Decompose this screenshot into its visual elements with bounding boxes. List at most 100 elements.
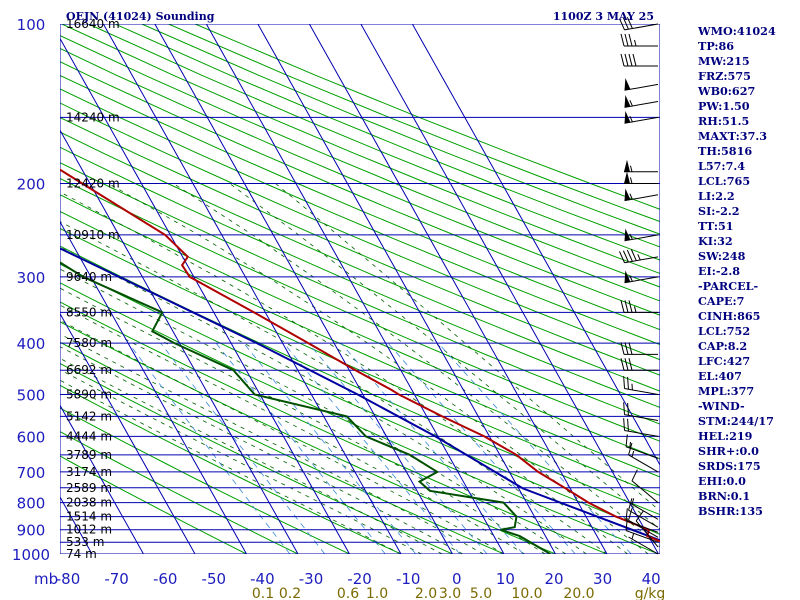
index-row: TT:51 [698, 219, 734, 233]
mixing-ratio-label: 2.0 [415, 586, 437, 600]
index-row: LCL:752 [698, 324, 751, 338]
wind-barb [624, 270, 659, 284]
pressure-label: 100 [17, 16, 46, 34]
index-row: MW:215 [698, 54, 750, 68]
temperature-tick-label: -20 [347, 570, 372, 588]
index-row: HEL:219 [698, 429, 753, 443]
wind-barb [623, 402, 659, 422]
temperature-tick-label: 40 [642, 570, 661, 588]
isotherm [60, 312, 196, 554]
wind-barb [620, 342, 658, 355]
index-row: SI:-2.2 [698, 204, 740, 218]
index-row: -PARCEL- [698, 279, 759, 293]
dry-adiabat [60, 74, 660, 331]
isotherm [60, 129, 299, 554]
moist-adiabat [60, 191, 628, 554]
moist-adiabat [60, 221, 608, 554]
wind-barb [624, 171, 658, 185]
wind-barb [625, 434, 659, 459]
height-label: 12420 m [66, 177, 120, 191]
wind-barb [620, 53, 658, 67]
mixing-ratio-label: 3.0 [439, 586, 461, 600]
height-label: 16640 m [66, 17, 120, 31]
index-row: EL:407 [698, 369, 742, 383]
isotherm [411, 24, 660, 466]
wind-barb [624, 228, 659, 242]
isotherm [308, 24, 608, 554]
index-row: PW:1.50 [698, 99, 750, 113]
height-label: 533 m [66, 535, 104, 549]
index-row: EHI:0.0 [698, 474, 746, 488]
index-row: CAPE:7 [698, 294, 745, 308]
index-row: KI:32 [698, 234, 733, 248]
temperature-tick-label: -40 [250, 570, 275, 588]
pressure-label: 600 [17, 428, 46, 446]
wind-barb [625, 518, 659, 543]
isotherm [154, 24, 453, 554]
temperature-tick-label: -10 [396, 570, 421, 588]
pressure-label: 700 [17, 464, 46, 482]
wind-barb [624, 110, 659, 124]
index-row: LFC:427 [698, 354, 751, 368]
wind-barb [620, 358, 658, 371]
pressure-label: 1000 [12, 546, 50, 564]
wind-barb [624, 188, 659, 202]
pressure-label: 300 [17, 269, 46, 287]
moist-adiabat [60, 369, 422, 554]
indices-panel: WMO:41024 TP:86 MW:215 FRZ:575 WB0:627 PW:1.5… [698, 24, 798, 519]
isotherm [205, 24, 505, 554]
index-row: BRN:0.1 [698, 489, 751, 503]
index-row: LI:2.2 [698, 189, 735, 203]
height-label: 9640 m [66, 270, 112, 284]
mixing-ratio-label: 5.0 [470, 586, 492, 600]
wind-barb [628, 532, 659, 555]
height-label: 2038 m [66, 496, 112, 510]
mixing-ratio-label: 0.2 [279, 586, 301, 600]
observation-time: 1100Z 3 MAY 25 [553, 10, 654, 23]
height-label: 7580 m [66, 336, 112, 350]
moist-adiabat [60, 319, 505, 554]
wind-barb [628, 442, 659, 473]
mixing-ratio-label: 20.0 [563, 586, 594, 600]
height-label: 4444 m [66, 429, 112, 443]
dewpoint-trace [60, 261, 551, 554]
index-row: LCL:765 [698, 174, 751, 188]
isotherm [360, 24, 659, 554]
wind-barb [620, 300, 658, 313]
mixing-ratio-label: 0.6 [337, 586, 359, 600]
index-row: SHR+:0.0 [698, 444, 759, 458]
wind-barb [623, 376, 659, 395]
temperature-tick-label: 0 [452, 570, 462, 588]
mixing-ratio-line [283, 342, 461, 554]
height-label: 3174 m [66, 465, 112, 479]
height-label: 5890 m [66, 387, 112, 401]
index-row: WB0:627 [698, 84, 756, 98]
dry-adiabat [60, 47, 660, 302]
pressure-label: 200 [17, 176, 46, 194]
diagram-background-lines [60, 24, 660, 554]
isotherm [60, 404, 144, 554]
wind-barb [624, 77, 659, 91]
index-row: CINH:865 [698, 309, 761, 323]
index-row: FRZ:575 [698, 69, 751, 83]
mixing-ratio-label: 1.0 [366, 586, 388, 600]
height-label: 2589 m [66, 481, 112, 495]
station-title: OEJN (41024) Sounding [66, 10, 215, 23]
moist-adiabat [60, 304, 525, 554]
wind-barb [620, 33, 658, 47]
index-row: SW:248 [698, 249, 746, 263]
height-label: 10910 m [66, 228, 120, 242]
height-label: 6692 m [66, 363, 112, 377]
height-label: 1514 m [66, 510, 112, 524]
temperature-tick-label: 20 [544, 570, 563, 588]
pressure-label: 500 [17, 386, 46, 404]
index-row: -WIND- [698, 399, 745, 413]
pressure-label: 800 [17, 495, 46, 513]
index-row: STM:244/17 [698, 414, 774, 428]
index-row: TH:5816 [698, 144, 753, 158]
wind-barb [624, 159, 658, 173]
temperature-tick-label: 10 [496, 570, 515, 588]
height-label: 14240 m [66, 110, 120, 124]
